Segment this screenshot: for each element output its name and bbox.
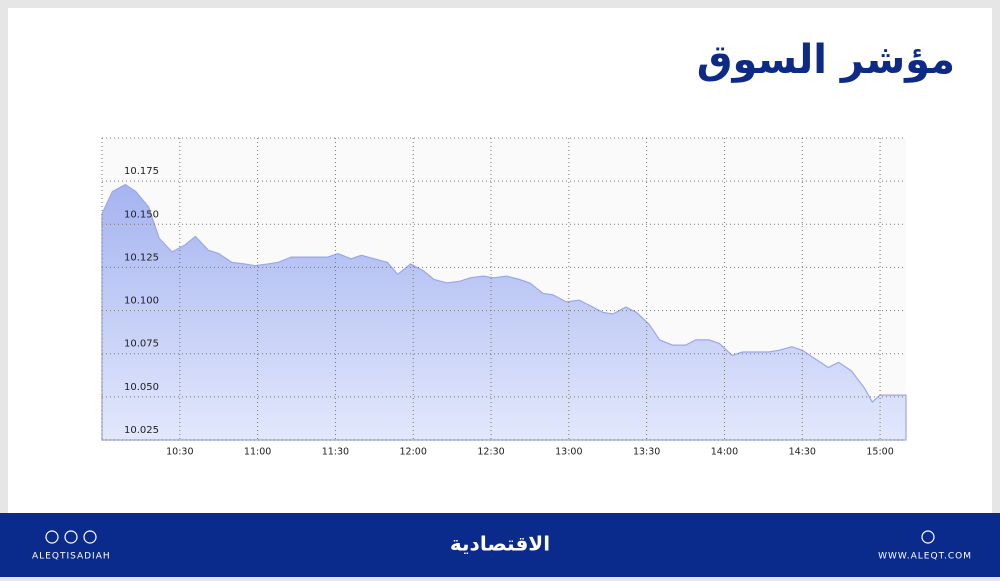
social-icons bbox=[45, 530, 935, 544]
footer-right: WWW.ALEQT.COM bbox=[878, 552, 972, 562]
x-tick-label: 12:00 bbox=[400, 447, 427, 458]
x-tick-label: 12:30 bbox=[477, 447, 504, 458]
x-tick-label: 15:00 bbox=[866, 447, 893, 458]
chart-title: مؤشر السوق bbox=[697, 37, 955, 83]
area bbox=[101, 183, 907, 441]
x-tick-label: 14:00 bbox=[711, 447, 738, 458]
x-tick-label: 13:30 bbox=[633, 447, 660, 458]
y-tick-label: 10.050 bbox=[124, 382, 159, 393]
x-tick-label: 13:00 bbox=[555, 447, 582, 458]
footer-logo: الاقتصادية bbox=[450, 532, 550, 556]
y-tick-label: 10.075 bbox=[124, 339, 159, 350]
y-tick-label: 10.150 bbox=[124, 209, 159, 220]
y-tick-label: 10.025 bbox=[124, 425, 159, 436]
x-tick-label: 11:00 bbox=[244, 447, 271, 458]
y-tick-label: 10.125 bbox=[124, 252, 159, 263]
x-tick-label: 10:30 bbox=[166, 447, 193, 458]
x-tick-label: 14:30 bbox=[789, 447, 816, 458]
footer-left: ALEQTISADIAH bbox=[32, 552, 111, 562]
y-tick-label: 10.175 bbox=[124, 166, 159, 177]
y-tick-label: 10.100 bbox=[124, 296, 159, 307]
footer-band bbox=[0, 513, 1000, 577]
x-tick-label: 11:30 bbox=[322, 447, 349, 458]
